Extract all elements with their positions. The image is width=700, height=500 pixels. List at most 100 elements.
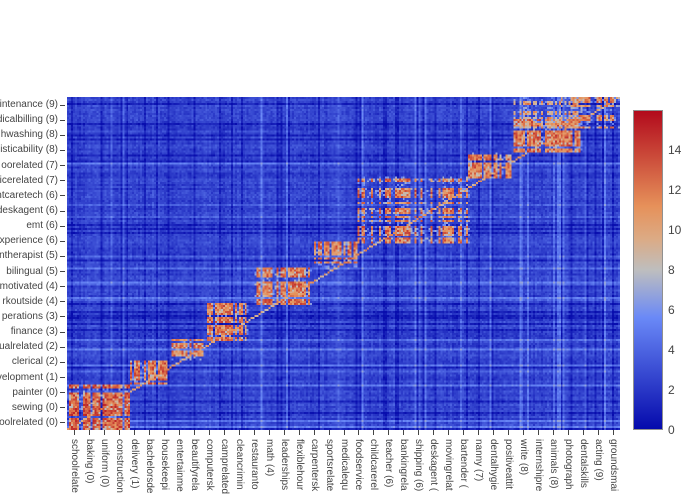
x-tick-label: math (4) bbox=[263, 439, 275, 477]
y-tick-mark bbox=[60, 180, 65, 182]
colorbar-tick-label: 2 bbox=[668, 383, 675, 397]
y-tick-label: painter (0) bbox=[12, 386, 58, 398]
x-tick-label: housekeepi bbox=[159, 439, 171, 491]
x-tick-label: computersk bbox=[203, 439, 215, 491]
x-tick-mark bbox=[283, 430, 285, 435]
y-tick-mark bbox=[60, 271, 65, 273]
x-tick-mark bbox=[597, 430, 599, 435]
x-tick-label: construction bbox=[114, 439, 126, 493]
y-tick-mark bbox=[60, 316, 65, 318]
x-tick-label: cleancrimin bbox=[233, 439, 245, 490]
x-tick-label: foodservice bbox=[353, 439, 365, 491]
x-tick-label: beautifyrela bbox=[189, 439, 201, 491]
x-tick-mark bbox=[552, 430, 554, 435]
x-tick-mark bbox=[164, 430, 166, 435]
colorbar-tick-label: 10 bbox=[668, 223, 682, 237]
y-tick-mark bbox=[60, 392, 65, 394]
y-tick-label: oolrelated (0) bbox=[0, 416, 58, 428]
y-tick-label: deskagent (6) bbox=[0, 205, 58, 217]
y-tick-mark bbox=[60, 240, 65, 242]
heatmap-canvas[interactable] bbox=[67, 97, 620, 430]
x-tick-label: deskagent ( bbox=[428, 439, 440, 492]
y-tick-mark bbox=[60, 407, 65, 409]
y-tick-mark bbox=[60, 286, 65, 288]
x-tick-label: camprelated bbox=[218, 439, 230, 495]
x-tick-mark bbox=[149, 430, 151, 435]
y-tick-label: finance (3) bbox=[10, 326, 58, 338]
colorbar-tick-label: 4 bbox=[668, 343, 675, 357]
x-tick-label: animals (8) bbox=[547, 439, 559, 489]
y-tick-mark bbox=[60, 346, 65, 348]
colorbar-gradient bbox=[633, 110, 663, 430]
x-tick-mark bbox=[418, 430, 420, 435]
y-tick-mark bbox=[60, 149, 65, 151]
x-tick-mark bbox=[134, 430, 136, 435]
y-tick-label: oorelated (7) bbox=[1, 159, 58, 171]
x-tick-mark bbox=[358, 430, 360, 435]
colorbar-tick-label: 0 bbox=[668, 423, 675, 437]
x-tick-mark bbox=[179, 430, 181, 435]
y-tick-label: bilingual (5) bbox=[6, 265, 58, 277]
x-tick-label: bachelorsde bbox=[144, 439, 156, 494]
x-tick-label: flexiblehour bbox=[293, 439, 305, 491]
x-tick-label: childcarerel bbox=[368, 439, 380, 491]
x-tick-label: schoolrelate bbox=[69, 439, 81, 493]
x-tick-mark bbox=[208, 430, 210, 435]
y-tick-mark bbox=[60, 422, 65, 424]
y-tick-mark bbox=[60, 255, 65, 257]
y-tick-mark bbox=[60, 119, 65, 121]
x-tick-label: restauranto bbox=[248, 439, 260, 490]
y-tick-label: velopment (1) bbox=[0, 371, 58, 383]
x-tick-label: uniform (0) bbox=[99, 439, 111, 488]
x-tick-mark bbox=[74, 430, 76, 435]
colorbar-tick-label: 6 bbox=[668, 303, 675, 317]
x-tick-label: shipping (6) bbox=[413, 439, 425, 492]
x-tick-label: carpentersk bbox=[308, 439, 320, 492]
colorbar-tick-label: 12 bbox=[668, 183, 682, 197]
x-tick-label: dentalskills bbox=[577, 439, 589, 488]
x-tick-label: delivery (1) bbox=[129, 439, 141, 489]
y-tick-label: ntcaretech (6) bbox=[0, 189, 58, 201]
x-tick-mark bbox=[492, 430, 494, 435]
y-tick-mark bbox=[60, 165, 65, 167]
x-tick-mark bbox=[328, 430, 330, 435]
y-tick-mark bbox=[60, 377, 65, 379]
x-tick-mark bbox=[238, 430, 240, 435]
x-tick-mark bbox=[463, 430, 465, 435]
x-tick-label: medicalequ bbox=[338, 439, 350, 491]
y-tick-mark bbox=[60, 104, 65, 106]
x-tick-label: bartender ( bbox=[458, 439, 470, 488]
y-tick-label: ualrelated (2) bbox=[0, 341, 58, 353]
x-tick-mark bbox=[537, 430, 539, 435]
y-tick-label: dicalbilling (9) bbox=[0, 114, 58, 126]
x-tick-mark bbox=[119, 430, 121, 435]
x-tick-label: acting (9) bbox=[592, 439, 604, 481]
y-tick-label: intenance (9) bbox=[0, 99, 58, 111]
x-tick-mark bbox=[268, 430, 270, 435]
x-tick-mark bbox=[373, 430, 375, 435]
y-tick-mark bbox=[60, 361, 65, 363]
x-tick-label: baking (0) bbox=[84, 439, 96, 484]
x-tick-mark bbox=[89, 430, 91, 435]
x-tick-label: nanny (7) bbox=[473, 439, 484, 482]
y-tick-label: icerelated (7) bbox=[0, 174, 58, 186]
x-tick-mark bbox=[507, 430, 509, 435]
colorbar-tick-label: 14 bbox=[668, 143, 682, 157]
x-tick-mark bbox=[582, 430, 584, 435]
y-tick-label: sewing (0) bbox=[11, 401, 58, 413]
x-tick-mark bbox=[403, 430, 405, 435]
x-tick-mark bbox=[343, 430, 345, 435]
y-tick-label: motivated (4) bbox=[0, 280, 58, 292]
y-tick-mark bbox=[60, 195, 65, 197]
x-tick-label: positiveattit bbox=[502, 439, 514, 490]
x-tick-label: leaderships bbox=[278, 439, 290, 491]
x-tick-mark bbox=[522, 430, 524, 435]
colorbar-tick-label: 8 bbox=[668, 263, 675, 277]
x-tick-label: photograph bbox=[562, 439, 574, 490]
y-tick-label: ntherapist (5) bbox=[0, 250, 58, 262]
x-tick-mark bbox=[388, 430, 390, 435]
x-tick-mark bbox=[298, 430, 300, 435]
x-tick-mark bbox=[567, 430, 569, 435]
x-tick-label: entertainme bbox=[174, 439, 186, 492]
x-tick-label: sportsrelate bbox=[323, 439, 335, 492]
